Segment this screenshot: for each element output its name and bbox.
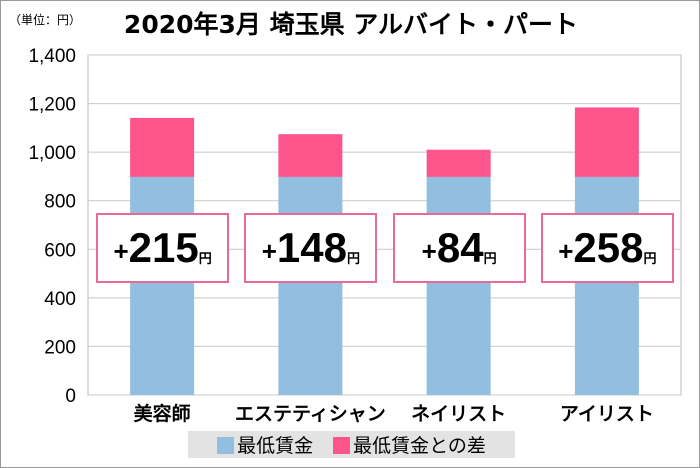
y-tick-label: 600 [44,240,76,261]
difference-label: +215 円 [96,213,230,283]
plus-sign: + [113,235,129,266]
difference-value: 148 [276,224,347,271]
y-tick-label: 1,000 [28,143,76,164]
yen-suffix: 円 [643,250,657,266]
legend-item-difference: 最低賃金との差 [333,431,486,458]
chart-title: 2020年3月 埼玉県 アルバイト・パート [123,10,579,39]
y-tick-label: 800 [44,192,76,213]
difference-label: +258 円 [540,213,674,283]
y-tick-label: 200 [44,337,76,358]
difference-value: 258 [573,224,644,271]
bar-min-wage [130,176,195,395]
bar-difference [574,107,639,177]
yen-suffix: 円 [483,250,497,266]
bar-difference [426,149,491,177]
bar-difference [130,117,195,177]
bar-min-wage [574,176,639,395]
category-label: ネイリスト [411,403,506,425]
difference-label: +84 円 [392,213,526,283]
yen-suffix: 円 [347,250,361,266]
legend-swatch [333,437,351,454]
category-label: アイリスト [560,403,654,425]
plus-sign: + [261,235,277,266]
difference-value: 84 [436,224,484,271]
yen-suffix: 円 [198,250,212,266]
y-tick-label: 400 [44,289,76,310]
y-tick-label: 1,200 [28,95,76,116]
y-tick-label: 0 [65,386,76,407]
legend: 最低賃金 最低賃金との差 [188,431,515,458]
difference-value: 215 [128,224,199,271]
unit-label: （単位：円） [9,13,82,27]
bar-min-wage [278,176,343,395]
category-label: 美容師 [134,402,191,425]
plus-sign: + [558,235,574,266]
y-tick-label: 1,400 [28,46,76,67]
bar-min-wage [426,176,491,395]
plus-sign: + [421,235,437,266]
category-label: エステティシャン [235,403,386,425]
difference-label: +148 円 [244,213,378,283]
legend-item-min-wage: 最低賃金 [217,431,313,458]
legend-swatch [217,437,235,454]
bar-difference [278,134,343,177]
